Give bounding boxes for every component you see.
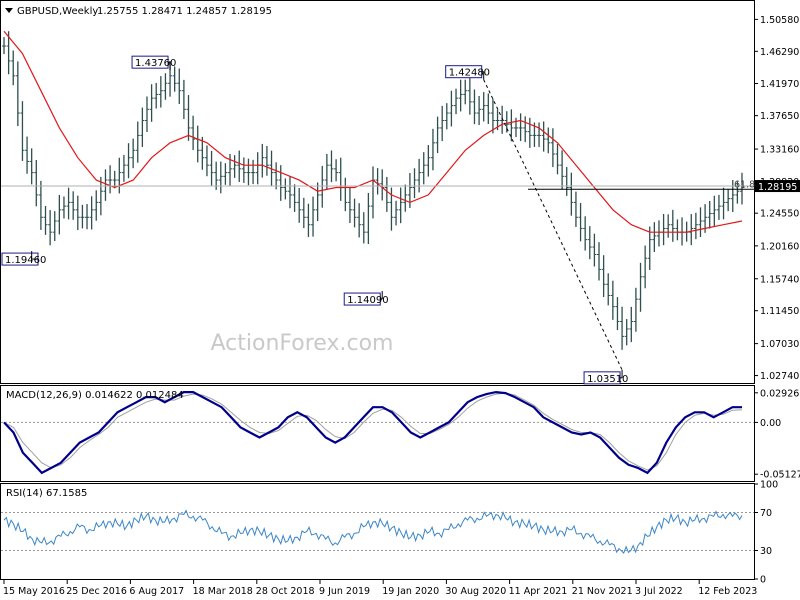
rsi-tick-label: 70 (760, 508, 772, 519)
rsi-panel-frame (0, 483, 755, 580)
price-tick-label: 1.02740 (760, 371, 799, 382)
current-price-tag (755, 180, 800, 193)
time-tick-label: 19 Jan 2020 (382, 586, 439, 597)
swing-label: 1.43760 (135, 58, 176, 69)
rsi-title: RSI(14) 67.1585 (6, 488, 87, 499)
macd-line (3, 390, 742, 475)
swing-label: 1.14090 (347, 295, 388, 306)
price-axis: 1.505801.462901.419701.376501.331601.288… (754, 15, 799, 382)
time-tick-label: 12 Feb 2023 (698, 586, 757, 597)
time-tick-label: 9 Jun 2019 (319, 586, 370, 597)
ohlc-values: 1.25755 1.28471 1.24857 1.28195 (97, 6, 272, 17)
moving-average-line (3, 30, 743, 233)
price-tick-label: 1.07030 (760, 339, 799, 350)
macd-indicator: 0.029261 0.00 -0.051279 (1, 388, 800, 481)
swing-label: 1.42480 (449, 68, 490, 79)
price-tick-label: 1.20160 (760, 241, 799, 252)
price-bars (2, 31, 744, 350)
swing-label: 1.19460 (5, 255, 46, 266)
time-tick-label: 11 Apr 2021 (509, 586, 568, 597)
menu-triangle-icon[interactable] (5, 8, 13, 13)
swing-label: 1.03510 (587, 374, 628, 385)
macd-panel-frame (0, 385, 755, 482)
macd-tick-label: 0.00 (760, 418, 781, 429)
rsi-line (3, 509, 743, 555)
macd-title: MACD(12,26,9) 0.014622 0.012484 (6, 390, 184, 401)
price-panel-frame (0, 0, 755, 384)
rsi-tick-label: 100 (760, 480, 778, 491)
time-tick-label: 28 Oct 2018 (256, 586, 315, 597)
moving-average (3, 30, 743, 233)
price-tick-label: 1.33160 (760, 145, 799, 156)
price-tick-label: 1.24550 (760, 209, 799, 220)
price-tick-label: 1.11450 (760, 306, 799, 317)
symbol-label: GBPUSD,Weekly (17, 6, 98, 17)
macd-signal-line (3, 392, 743, 471)
price-tick-label: 1.46290 (760, 47, 799, 58)
macd-tick-label: -0.051279 (760, 470, 800, 481)
time-tick-label: 21 Nov 2021 (572, 586, 633, 597)
price-tick-label: 1.50580 (760, 15, 799, 26)
rsi-tick-label: 30 (760, 546, 772, 557)
rsi-tick-label: 0 (760, 575, 766, 586)
time-tick-label: 6 Aug 2017 (129, 586, 184, 597)
macd-tick-label: 0.029261 (760, 388, 800, 399)
fib-level-label: 61.8 (734, 179, 755, 190)
current-price-label: 1.28195 (758, 182, 797, 193)
price-tick-label: 1.37650 (760, 111, 799, 122)
time-tick-label: 15 May 2016 (3, 586, 65, 597)
watermark: ActionForex.com (211, 331, 394, 356)
time-tick-label: 18 Mar 2018 (193, 586, 253, 597)
price-tick-label: 1.41970 (760, 79, 799, 90)
chart-header: GBPUSD,Weekly 1.25755 1.28471 1.24857 1.… (5, 6, 272, 17)
time-tick-label: 25 Dec 2016 (66, 586, 127, 597)
rsi-indicator: 100 70 30 0 (1, 480, 778, 586)
swing-trend-line (483, 79, 623, 371)
time-tick-label: 30 Aug 2020 (445, 586, 506, 597)
time-axis: 15 May 2016 25 Dec 2016 6 Aug 2017 18 Mar 2… (3, 580, 757, 597)
time-tick-label: 3 Jul 2022 (635, 586, 683, 597)
price-tick-label: 1.15740 (760, 274, 799, 285)
